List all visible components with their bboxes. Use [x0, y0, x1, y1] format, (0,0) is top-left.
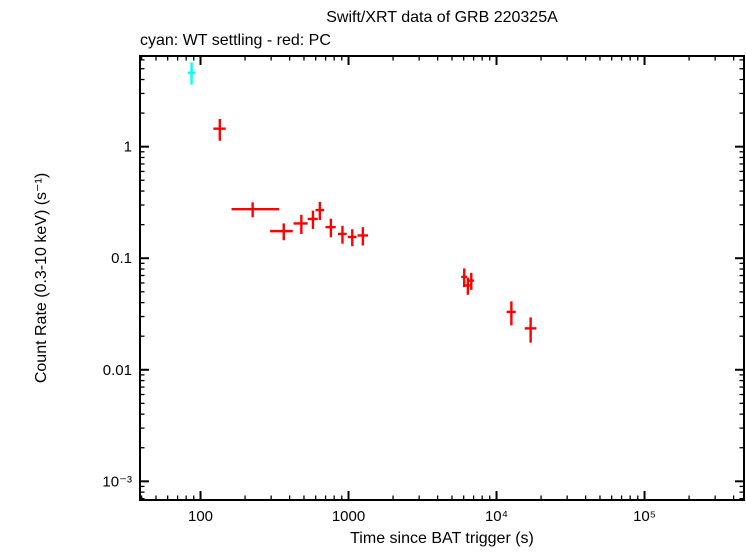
- x-axis-label: Time since BAT trigger (s): [350, 530, 534, 547]
- y-axis-label: Count Rate (0.3-10 keV) (s⁻¹): [33, 173, 50, 383]
- y-tick-label: 10⁻³: [102, 473, 132, 490]
- y-tick-label: 1: [124, 139, 132, 156]
- x-axis-ticks: [140, 56, 735, 500]
- x-tick-label: 10⁵: [633, 508, 656, 525]
- y-tick-label: 0.01: [103, 362, 132, 379]
- x-tick-label: 10⁴: [485, 508, 508, 525]
- x-tick-label: 100: [188, 508, 213, 525]
- series-pc: [213, 119, 537, 343]
- y-tick-label: 0.1: [111, 250, 132, 267]
- plot-frame: [139, 55, 745, 501]
- chart-subtitle: cyan: WT settling - red: PC: [140, 32, 331, 49]
- y-axis-ticks: [140, 59, 744, 500]
- series-wt-settling: [187, 62, 196, 85]
- x-tick-label: 1000: [332, 508, 365, 525]
- chart-title: Swift/XRT data of GRB 220325A: [326, 9, 558, 26]
